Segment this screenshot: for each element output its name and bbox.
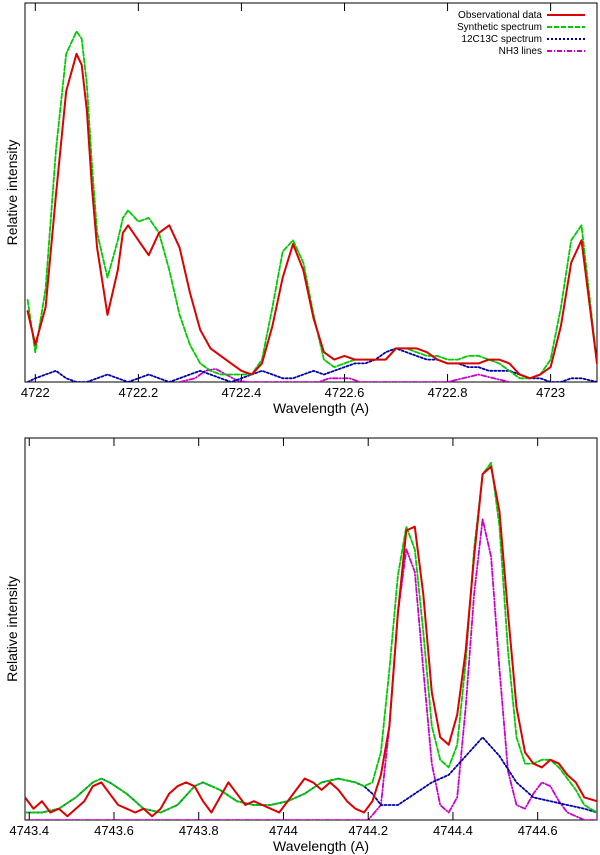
x-tick-label: 4744.4 (433, 823, 473, 838)
legend-label: Observational data (458, 10, 542, 21)
x-tick-label: 4743.6 (94, 823, 134, 838)
legend-label: NH3 lines (499, 46, 542, 57)
series-line-observational-data (26, 52, 597, 380)
series-line-nh3-lines (178, 368, 511, 382)
x-tick-label: 4743.4 (9, 823, 49, 838)
y-axis-title: Relative intensity (4, 576, 20, 682)
x-tick-label: 4722.2 (118, 385, 158, 400)
series-line-12c13c-spectrum (25, 736, 597, 814)
series-group (25, 461, 597, 820)
series-line-synthetic-spectrum (26, 30, 597, 380)
series-line-12c13c-spectrum (26, 347, 597, 382)
series-group (26, 30, 597, 382)
legend-label: Synthetic spectrum (457, 22, 542, 33)
x-tick-label: 4722.8 (428, 385, 468, 400)
series-line-observational-data (25, 465, 597, 818)
plot-frame (24, 437, 598, 821)
x-tick-label: 4723 (536, 385, 565, 400)
series-line-synthetic-spectrum (25, 461, 597, 814)
x-tick-label: 4722 (21, 385, 50, 400)
plot-frame (24, 2, 598, 383)
x-tick-label: 4722.4 (222, 385, 262, 400)
x-tick-label: 4722.6 (325, 385, 365, 400)
x-tick-label: 4744 (269, 823, 298, 838)
chart-panel-2: 4743.4 4743.6 4743.8 4744 4744.2 4744.4 4744.6… (4, 437, 598, 854)
x-tick-label: 4744.6 (518, 823, 558, 838)
x-tick-label: 4744.2 (348, 823, 388, 838)
chart-panel-1: 4722 4722.2 4722.4 4722.6 4722.8 4723 Waveleng… (4, 2, 598, 416)
legend-label: 12C13C spectrum (461, 34, 542, 45)
x-tick-label: 4743.8 (179, 823, 219, 838)
x-axis-title: Wavelength (A) (273, 838, 369, 854)
x-axis-title: Wavelength (A) (273, 400, 369, 416)
y-axis-title: Relative intensity (4, 140, 20, 246)
